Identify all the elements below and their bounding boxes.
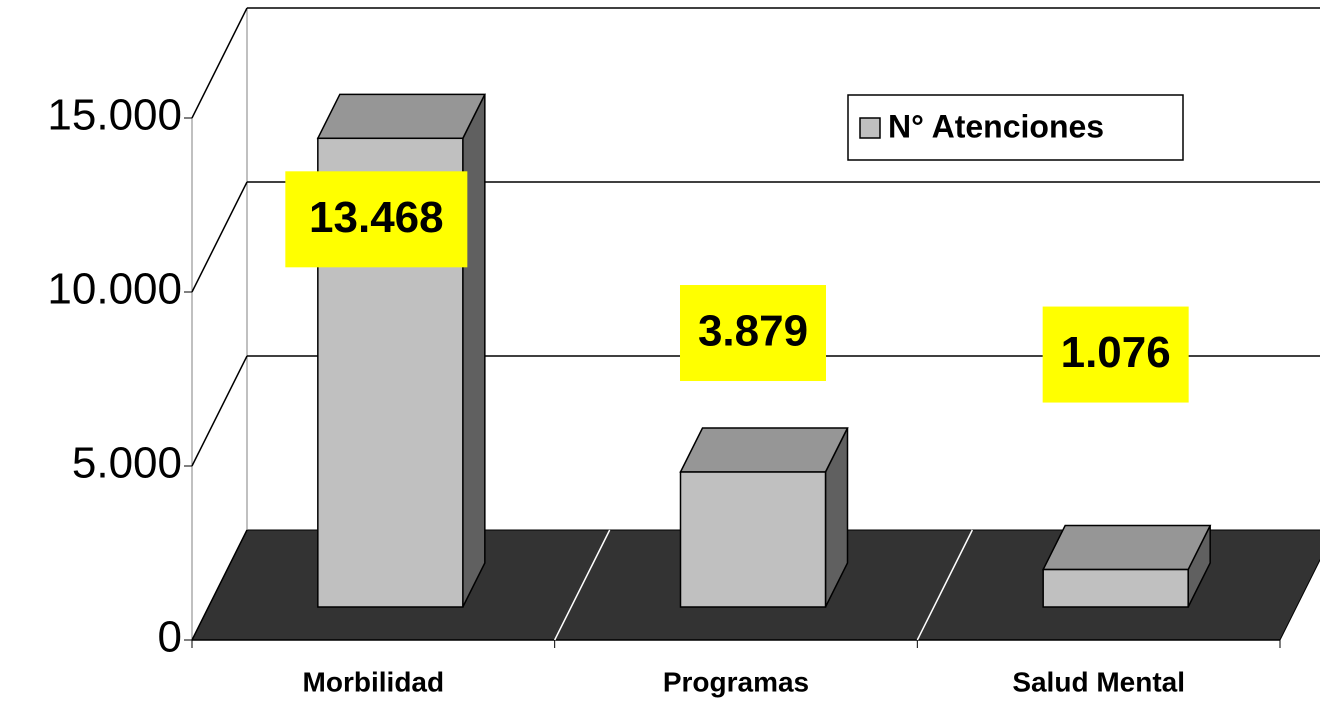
side-grid-line	[191, 181, 248, 293]
bar-top	[316, 93, 487, 140]
x-tick-label: Programas	[663, 666, 809, 697]
bar	[1042, 568, 1189, 608]
y-tick-label: 10.000	[47, 265, 182, 314]
side-grid-line	[191, 529, 248, 641]
legend-box	[847, 94, 1184, 161]
value-label: 1.076	[1061, 328, 1171, 377]
x-tick-label: Salud Mental	[1012, 666, 1185, 697]
value-label-box	[680, 285, 826, 382]
legend-swatch	[859, 117, 881, 139]
y-tick-label: 15.000	[47, 91, 182, 140]
legend-label: N° Atenciones	[888, 108, 1104, 144]
bar-side	[462, 93, 486, 608]
x-tick-label: Morbilidad	[303, 666, 445, 697]
floor-divider	[916, 529, 974, 641]
value-label: 13.468	[309, 193, 444, 242]
y-tick-label: 5.000	[72, 439, 182, 488]
bar	[679, 471, 827, 608]
value-label: 3.879	[698, 307, 808, 356]
side-grid-line	[191, 355, 248, 467]
side-grid-line	[191, 7, 248, 119]
floor-divider	[553, 529, 611, 641]
bar-top	[1041, 524, 1212, 571]
value-label-box	[1042, 306, 1189, 403]
y-tick-label: 0	[158, 613, 182, 662]
bar-top	[679, 427, 849, 473]
value-label-box	[285, 171, 468, 268]
